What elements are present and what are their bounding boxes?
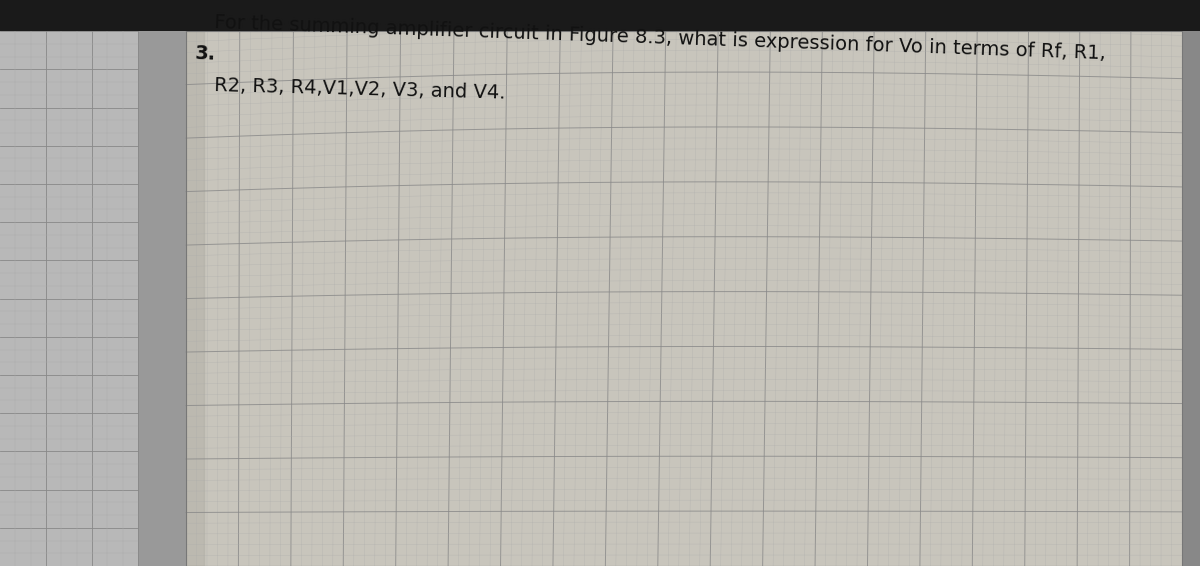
- FancyBboxPatch shape: [138, 31, 186, 566]
- FancyBboxPatch shape: [0, 0, 1200, 31]
- Text: R2, R3, R4,V1,V2, V3, and V4.: R2, R3, R4,V1,V2, V3, and V4.: [214, 76, 505, 103]
- Text: For the summing amplifier circuit in Figure 8.3, what is expression for Vo in te: For the summing amplifier circuit in Fig…: [214, 14, 1105, 63]
- FancyBboxPatch shape: [186, 31, 1182, 566]
- FancyBboxPatch shape: [0, 31, 138, 566]
- Text: 3.: 3.: [194, 44, 216, 63]
- Polygon shape: [186, 31, 204, 566]
